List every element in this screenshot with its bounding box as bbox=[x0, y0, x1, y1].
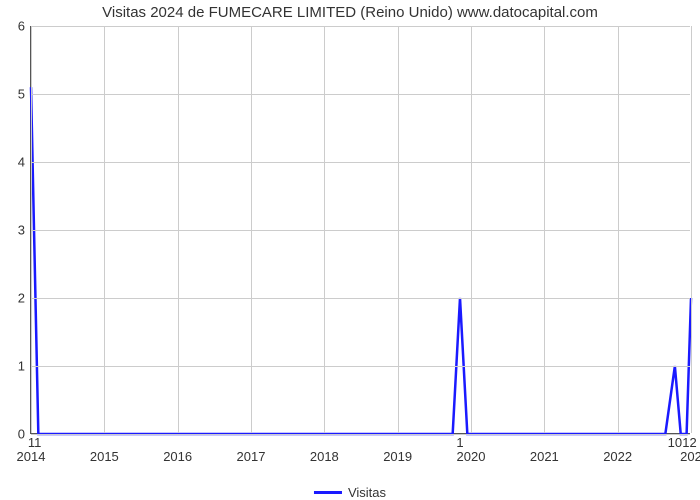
gridline-v bbox=[104, 26, 105, 433]
y-tick-label: 3 bbox=[18, 223, 31, 238]
gridline-h bbox=[31, 162, 690, 163]
gridline-v bbox=[618, 26, 619, 433]
gridline-v bbox=[251, 26, 252, 433]
chart-title: Visitas 2024 de FUMECARE LIMITED (Reino … bbox=[0, 4, 700, 21]
y-tick-label: 1 bbox=[18, 359, 31, 374]
y-tick-label: 2 bbox=[18, 291, 31, 306]
gridline-h bbox=[31, 434, 690, 435]
chart-container: Visitas 2024 de FUMECARE LIMITED (Reino … bbox=[0, 0, 700, 500]
gridline-h bbox=[31, 230, 690, 231]
data-point-annotation: 1 bbox=[456, 433, 463, 450]
x-tick-label: 2015 bbox=[90, 433, 119, 464]
gridline-h bbox=[31, 94, 690, 95]
gridline-v bbox=[324, 26, 325, 433]
x-tick-label: 2016 bbox=[163, 433, 192, 464]
gridline-v bbox=[178, 26, 179, 433]
legend-swatch bbox=[314, 491, 342, 494]
data-point-annotation: 12 bbox=[682, 433, 696, 450]
x-tick-label: 2021 bbox=[530, 433, 559, 464]
legend-label: Visitas bbox=[348, 485, 386, 500]
gridline-v bbox=[31, 26, 32, 433]
plot-area: 0123456201420152016201720182019202020212… bbox=[30, 26, 690, 434]
legend: Visitas bbox=[314, 485, 386, 500]
data-point-annotation: 11 bbox=[28, 433, 42, 450]
x-tick-label: 2019 bbox=[383, 433, 412, 464]
y-tick-label: 4 bbox=[18, 155, 31, 170]
y-tick-label: 6 bbox=[18, 19, 31, 34]
gridline-v bbox=[471, 26, 472, 433]
gridline-v bbox=[398, 26, 399, 433]
x-tick-label: 2018 bbox=[310, 433, 339, 464]
gridline-h bbox=[31, 366, 690, 367]
x-tick-label: 2022 bbox=[603, 433, 632, 464]
gridline-h bbox=[31, 26, 690, 27]
data-point-annotation: 10 bbox=[668, 433, 682, 450]
gridline-h bbox=[31, 298, 690, 299]
y-tick-label: 5 bbox=[18, 87, 31, 102]
gridline-v bbox=[544, 26, 545, 433]
x-tick-label: 2017 bbox=[237, 433, 266, 464]
gridline-v bbox=[691, 26, 692, 433]
